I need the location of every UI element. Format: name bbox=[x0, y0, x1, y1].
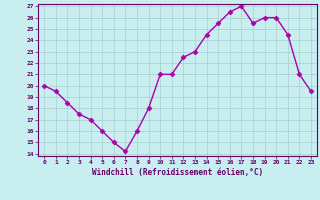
X-axis label: Windchill (Refroidissement éolien,°C): Windchill (Refroidissement éolien,°C) bbox=[92, 168, 263, 177]
